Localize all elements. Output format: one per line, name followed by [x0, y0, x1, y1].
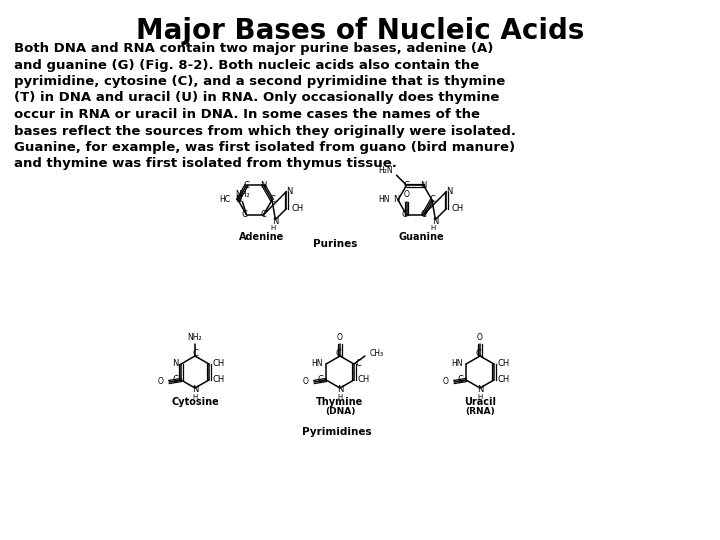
Text: O: O: [337, 334, 343, 342]
Text: C: C: [356, 360, 361, 368]
Text: C: C: [429, 195, 435, 205]
Text: HN: HN: [451, 360, 463, 368]
Text: O: O: [477, 334, 483, 342]
Text: C: C: [243, 181, 249, 190]
Text: O: O: [302, 377, 308, 387]
Text: CH: CH: [358, 375, 370, 384]
Text: N: N: [287, 187, 293, 196]
Text: CH: CH: [498, 360, 510, 368]
Text: C: C: [475, 349, 481, 359]
Text: C: C: [269, 195, 275, 205]
Text: NH₂: NH₂: [188, 334, 202, 342]
Text: C: C: [402, 210, 408, 219]
Text: Adenine: Adenine: [239, 232, 284, 242]
Text: N: N: [393, 195, 399, 205]
Text: C: C: [457, 375, 463, 384]
Text: Thymine: Thymine: [316, 397, 364, 407]
Text: N: N: [192, 386, 198, 395]
Text: CH: CH: [498, 375, 510, 384]
Text: O: O: [404, 190, 410, 199]
Text: C: C: [420, 210, 426, 219]
Text: N: N: [337, 386, 343, 395]
Text: H: H: [192, 394, 197, 400]
Text: N: N: [477, 386, 483, 395]
Text: N: N: [272, 217, 279, 226]
Text: Uracil: Uracil: [464, 397, 496, 407]
Text: N: N: [261, 181, 266, 190]
Text: CH: CH: [451, 204, 464, 213]
Text: C: C: [404, 181, 410, 190]
Text: (RNA): (RNA): [465, 407, 495, 416]
Text: CH: CH: [213, 375, 225, 384]
Text: N: N: [446, 187, 453, 196]
Text: C: C: [172, 375, 178, 384]
Text: C: C: [242, 210, 248, 219]
Text: N: N: [432, 217, 438, 226]
Text: N: N: [171, 360, 178, 368]
Text: C: C: [192, 349, 198, 359]
Text: C: C: [335, 349, 341, 359]
Text: H: H: [477, 394, 482, 400]
Text: H₂N: H₂N: [378, 166, 392, 175]
Text: Cytosine: Cytosine: [171, 397, 219, 407]
Text: N: N: [420, 181, 427, 190]
Text: CH: CH: [292, 204, 304, 213]
Text: Pyrimidines: Pyrimidines: [302, 427, 372, 437]
Text: Guanine: Guanine: [399, 232, 445, 242]
Text: HC: HC: [219, 195, 230, 205]
Text: Purines: Purines: [312, 239, 357, 249]
Text: HN: HN: [312, 360, 323, 368]
Text: CH: CH: [213, 360, 225, 368]
Text: H: H: [338, 394, 343, 400]
Text: Both DNA and RNA contain two major purine bases, adenine (A)
and guanine (G) (Fi: Both DNA and RNA contain two major purin…: [14, 42, 516, 171]
Text: C: C: [261, 210, 266, 219]
Text: (DNA): (DNA): [325, 407, 355, 416]
Text: CH₃: CH₃: [370, 348, 384, 357]
Text: H: H: [431, 225, 436, 231]
Text: O: O: [442, 377, 448, 387]
Text: O: O: [157, 377, 163, 387]
Text: H: H: [271, 225, 276, 231]
Text: HN: HN: [379, 195, 390, 205]
Text: N: N: [235, 195, 241, 205]
Text: Major Bases of Nucleic Acids: Major Bases of Nucleic Acids: [136, 17, 584, 45]
Text: C: C: [318, 375, 323, 384]
Text: NH₂: NH₂: [235, 190, 250, 199]
